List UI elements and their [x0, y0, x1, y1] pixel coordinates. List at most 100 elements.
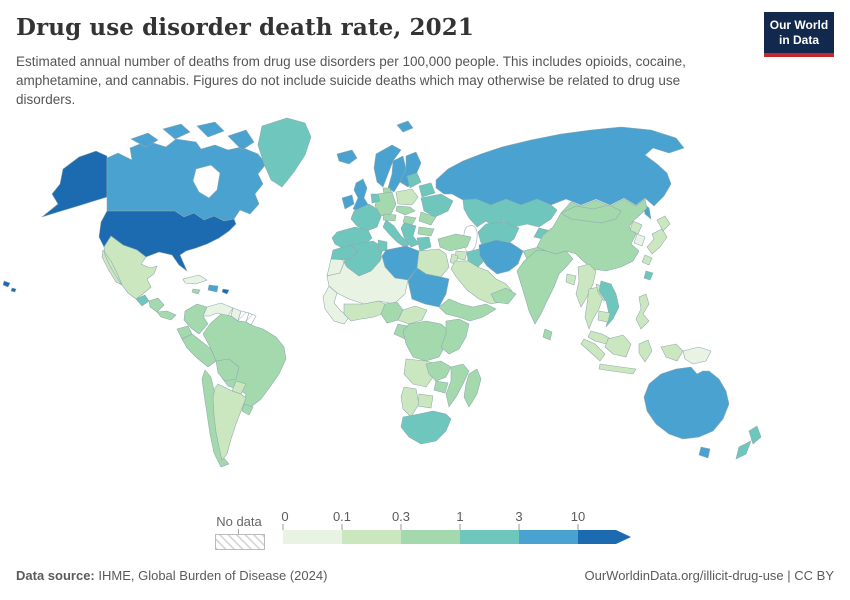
owid-url-link[interactable]: OurWorldinData.org/illicit-drug-use | CC… — [584, 568, 835, 583]
region-sweden[interactable] — [387, 155, 407, 193]
region-france[interactable] — [350, 203, 382, 232]
region-east-africa[interactable] — [440, 318, 470, 355]
legend-swatch-3[interactable] — [460, 530, 519, 544]
region-mexico[interactable] — [101, 235, 158, 300]
no-data-swatch[interactable] — [215, 534, 265, 550]
legend-tick-1: 1 — [456, 510, 463, 524]
region-turkey[interactable] — [437, 233, 472, 252]
region-car-cameroon[interactable] — [397, 305, 428, 325]
region-bulgaria[interactable] — [417, 226, 435, 237]
chart-footer: Data source: IHME, Global Burden of Dise… — [0, 568, 850, 583]
region-mozambique[interactable] — [445, 363, 470, 408]
no-data-label: No data — [216, 514, 262, 529]
region-sulawesi[interactable] — [638, 339, 653, 363]
region-svalbard[interactable] — [396, 120, 414, 133]
region-greece[interactable] — [416, 236, 432, 252]
region-czech-slovakia[interactable] — [395, 205, 416, 216]
region-venezuela[interactable] — [202, 302, 234, 317]
region-sri-lanka[interactable] — [542, 328, 553, 341]
region-botswana[interactable] — [417, 393, 434, 409]
region-romania[interactable] — [418, 211, 437, 226]
region-costa-rica-panama[interactable] — [156, 310, 177, 321]
owid-logo-line2: in Data — [778, 33, 819, 47]
region-japan[interactable] — [641, 215, 671, 266]
region-philippines[interactable] — [635, 293, 650, 330]
region-north-korea[interactable] — [629, 220, 643, 235]
region-belarus[interactable] — [418, 182, 436, 198]
region-balkans[interactable] — [400, 222, 420, 248]
region-poland[interactable] — [395, 188, 419, 206]
region-germany[interactable] — [374, 191, 397, 217]
region-cuba[interactable] — [182, 274, 208, 285]
region-namibia[interactable] — [400, 386, 420, 418]
legend-swatch-0[interactable] — [283, 530, 342, 544]
region-madagascar[interactable] — [463, 368, 482, 408]
region-taiwan[interactable] — [643, 270, 654, 281]
region-gulf-of-guinea[interactable] — [343, 300, 386, 322]
region-uruguay[interactable] — [241, 403, 254, 416]
region-vietnam[interactable] — [598, 280, 620, 328]
region-hawaii[interactable] — [2, 280, 17, 293]
region-benelux[interactable] — [370, 193, 381, 204]
region-iran[interactable] — [478, 239, 524, 275]
region-arctic-islands[interactable] — [130, 121, 255, 151]
region-ukraine[interactable] — [420, 193, 454, 218]
region-india[interactable] — [516, 249, 574, 325]
world-map — [0, 108, 850, 510]
legend-swatch-1[interactable] — [342, 530, 401, 544]
region-argentina[interactable] — [212, 383, 247, 461]
legend-tick-03: 0.3 — [392, 510, 410, 524]
region-sumatra[interactable] — [580, 338, 606, 362]
region-canada[interactable] — [106, 138, 267, 222]
legend-swatch-4[interactable] — [519, 530, 578, 544]
legend-tick-01: 0.1 — [333, 510, 351, 524]
region-colombia[interactable] — [183, 303, 209, 335]
legend-swatch-2[interactable] — [401, 530, 460, 544]
region-greenland[interactable] — [257, 117, 312, 188]
region-tasmania[interactable] — [698, 446, 711, 459]
region-russia[interactable] — [435, 126, 685, 207]
region-bolivia[interactable] — [215, 358, 240, 382]
region-switzerland-austria[interactable] — [382, 213, 397, 222]
region-borneo[interactable] — [604, 334, 632, 358]
hudson-bay-water — [192, 164, 221, 199]
region-zambia[interactable] — [425, 360, 452, 382]
region-papua-new-guinea[interactable] — [682, 346, 712, 365]
region-myanmar[interactable] — [575, 263, 597, 308]
legend-swatch-5[interactable] — [578, 530, 616, 544]
data-source-note: Data source: IHME, Global Burden of Dise… — [16, 568, 327, 583]
region-hispaniola[interactable] — [207, 284, 219, 293]
region-iceland[interactable] — [336, 149, 358, 165]
owid-logo[interactable]: Our World in Data — [764, 12, 834, 57]
region-puerto-rico[interactable] — [221, 288, 230, 295]
region-sudan[interactable] — [407, 267, 450, 308]
region-yemen-oman[interactable] — [490, 287, 517, 305]
region-drc[interactable] — [402, 320, 450, 362]
region-zimbabwe[interactable] — [433, 380, 449, 394]
legend-tick-0: 0 — [281, 510, 288, 524]
region-ethiopia-horn[interactable] — [438, 298, 497, 322]
region-west-africa-coast[interactable] — [322, 285, 350, 325]
region-baltics[interactable] — [406, 172, 422, 189]
no-data-tick — [238, 529, 239, 534]
region-sahel[interactable] — [326, 255, 409, 305]
region-cambodia[interactable] — [597, 310, 611, 323]
chart-subtitle: Estimated annual number of deaths from d… — [16, 54, 686, 108]
legend-arrow — [616, 530, 631, 544]
region-china[interactable] — [536, 198, 648, 272]
region-ireland[interactable] — [341, 194, 355, 210]
region-alaska[interactable] — [41, 150, 108, 218]
region-bangladesh[interactable] — [565, 273, 577, 286]
region-south-africa[interactable] — [400, 410, 452, 445]
region-mongolia[interactable] — [560, 204, 622, 224]
region-honduras-nicaragua[interactable] — [148, 297, 165, 313]
region-west-papua[interactable] — [660, 343, 684, 362]
region-norway[interactable] — [373, 144, 402, 188]
region-australia[interactable] — [643, 366, 730, 440]
region-new-zealand[interactable] — [735, 425, 762, 460]
region-south-korea[interactable] — [633, 233, 646, 247]
region-kazakhstan[interactable] — [462, 198, 558, 228]
region-jamaica[interactable] — [191, 288, 201, 295]
region-java[interactable] — [598, 363, 637, 375]
